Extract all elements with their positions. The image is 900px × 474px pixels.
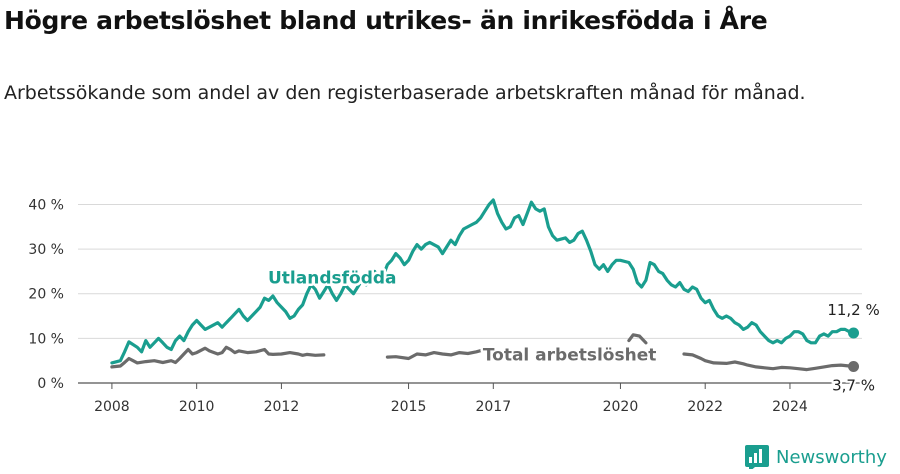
series-label-utlandsfodda: Utlandsfödda: [268, 268, 397, 288]
chart-subtitle: Arbetssökande som andel av den registerb…: [4, 82, 806, 104]
series-line-total: [682, 352, 856, 372]
logo-text: Newsworthy: [776, 446, 887, 468]
x-tick-label: 2015: [391, 399, 427, 415]
y-tick-label: 10 %: [28, 331, 64, 347]
x-tick-label: 2008: [94, 399, 130, 415]
x-tick-label: 2012: [264, 399, 300, 415]
end-point-total: [848, 360, 860, 372]
series-line-total: [385, 347, 495, 361]
end-value-label: 11,2 %: [827, 301, 879, 319]
end-value-label: 3,7 %: [832, 376, 875, 394]
newsworthy-bar-icon: [745, 445, 769, 469]
series-line-total: [627, 333, 648, 345]
series-label-total: Total arbetslöshet: [483, 346, 657, 366]
y-tick-label: 40 %: [28, 197, 64, 213]
newsworthy-logo: Newsworthy: [745, 443, 887, 471]
x-tick-label: 2017: [475, 399, 511, 415]
y-tick-label: 20 %: [28, 287, 64, 303]
x-tick-label: 2010: [179, 399, 215, 415]
series-line-total: [110, 345, 326, 369]
end-point-utlandsfodda: [848, 327, 860, 339]
chart-title: Högre arbetslöshet bland utrikes- än inr…: [4, 6, 768, 35]
y-tick-label: 0 %: [37, 376, 64, 392]
x-tick-label: 2020: [603, 399, 639, 415]
x-tick-label: 2024: [772, 399, 808, 415]
y-tick-label: 30 %: [28, 242, 64, 258]
x-tick-label: 2022: [687, 399, 723, 415]
series-line-utlandsfodda: [110, 198, 856, 365]
